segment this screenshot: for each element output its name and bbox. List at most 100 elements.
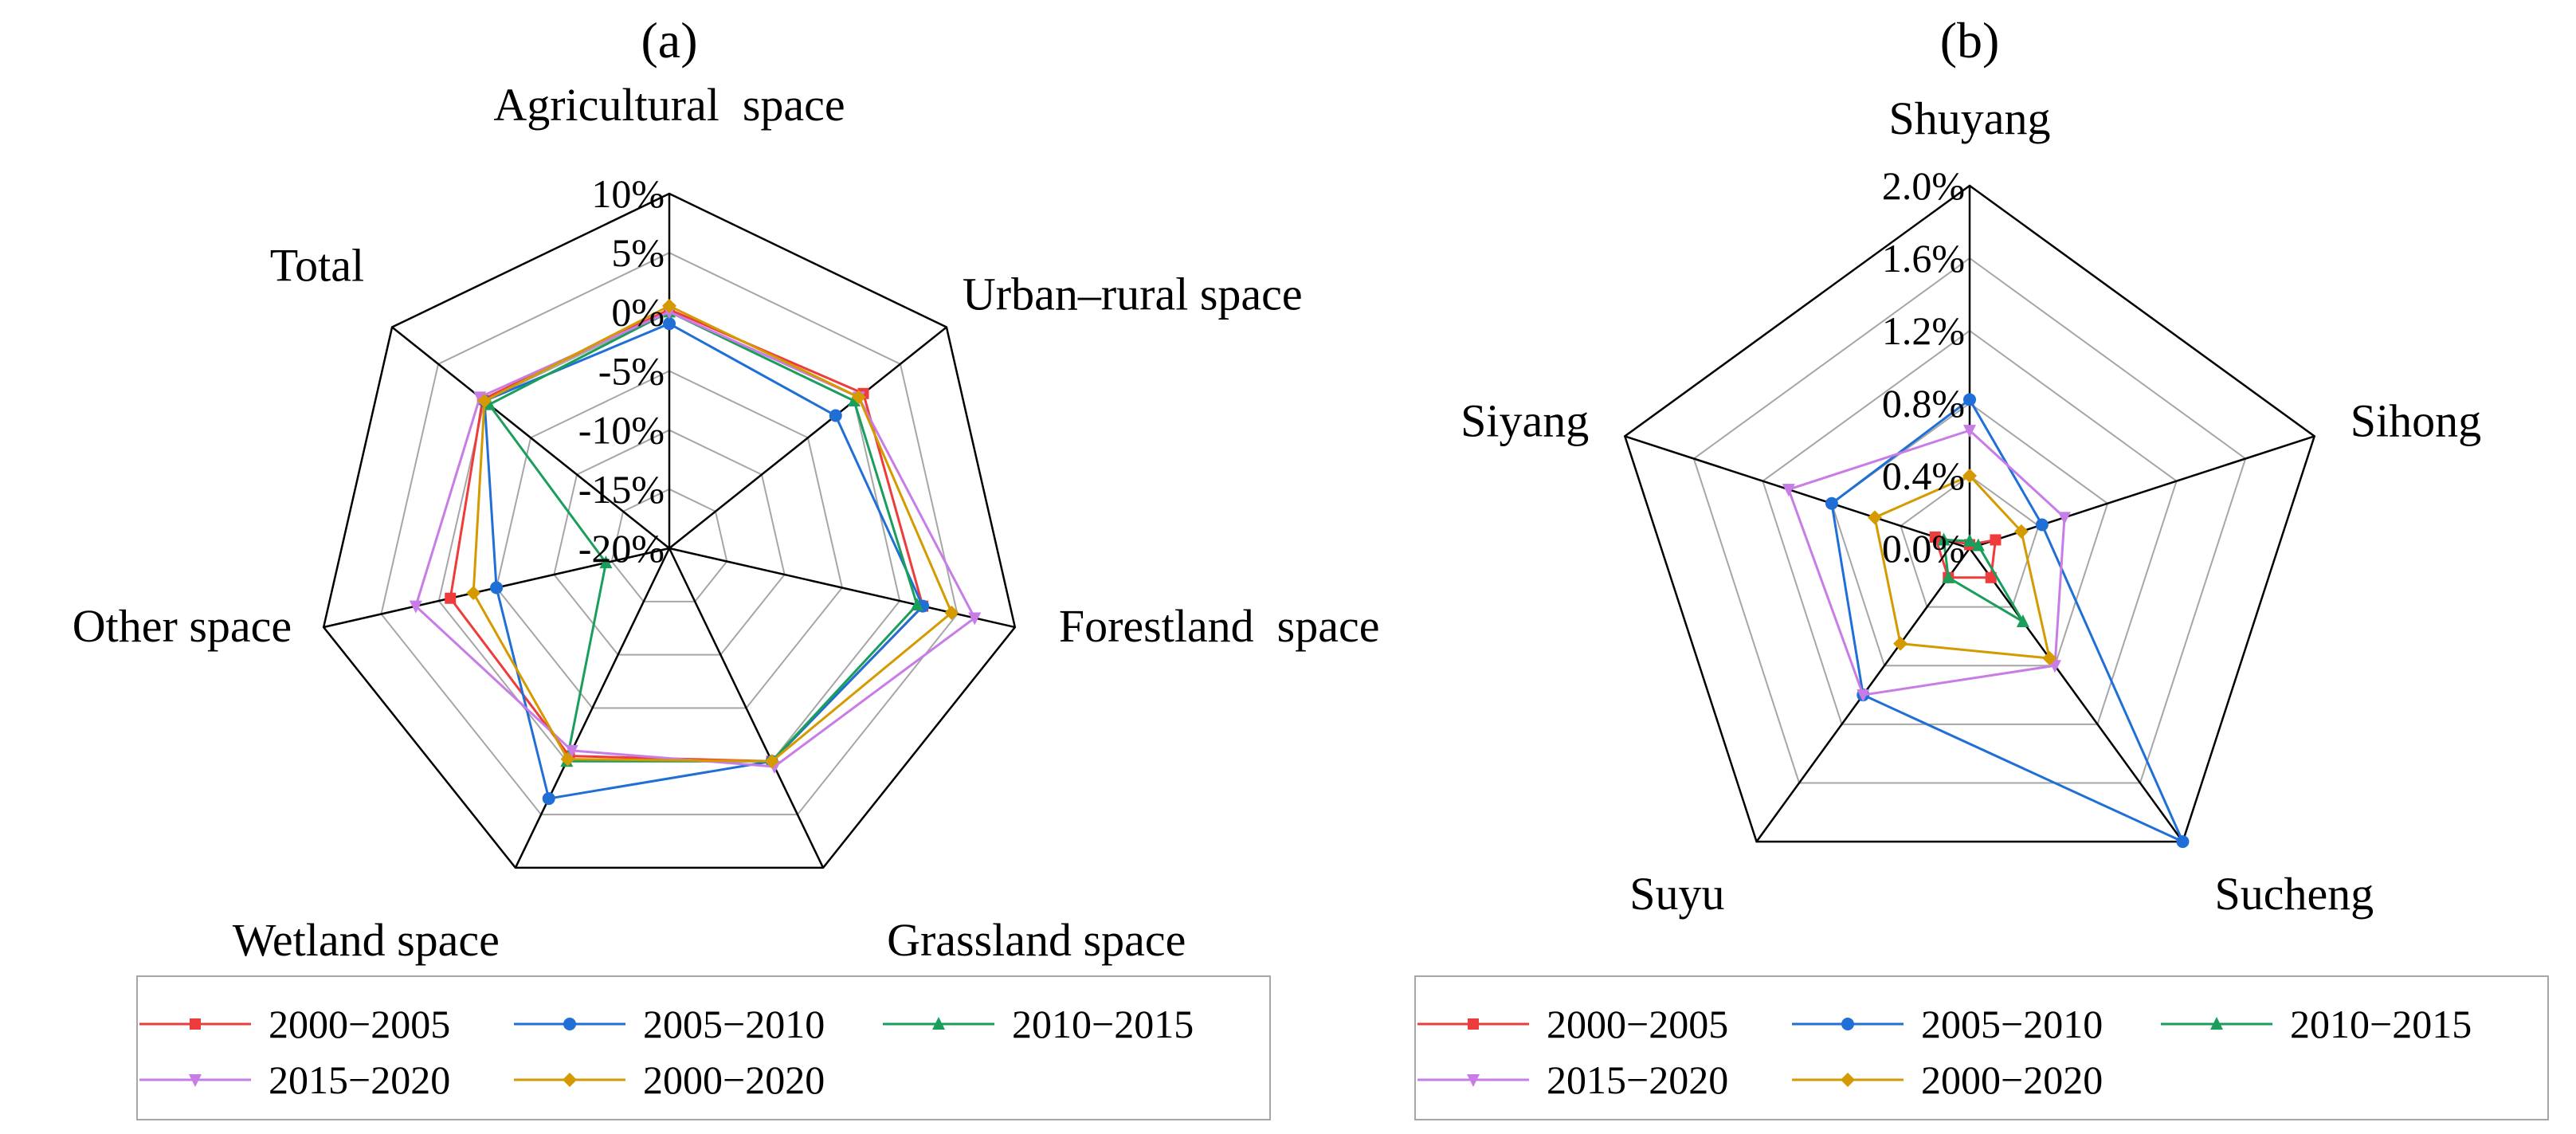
axis-label: Total bbox=[270, 240, 364, 292]
radar-chart-a: (a) -20% -15% -10% -5% 0% 5% 10% Agricultural … bbox=[73, 12, 1380, 1120]
data-point bbox=[1857, 689, 1870, 703]
axis-label: Forestland space bbox=[1059, 600, 1380, 652]
axis-label: Grassland space bbox=[887, 914, 1186, 966]
legend-item: 2015−2020 bbox=[139, 1057, 450, 1102]
tick-label: 1.2% bbox=[1882, 308, 1965, 353]
data-point bbox=[944, 605, 959, 620]
legend-item: 2000−2020 bbox=[514, 1057, 825, 1102]
data-point bbox=[1962, 469, 1977, 483]
series-3 bbox=[482, 304, 923, 767]
axis-spoke bbox=[1969, 435, 2315, 550]
data-point bbox=[1990, 534, 2002, 546]
legend-box bbox=[1414, 975, 2549, 1120]
series-a bbox=[409, 298, 982, 806]
series-4 bbox=[409, 306, 982, 774]
grid-ring bbox=[1900, 474, 2040, 608]
legend-item: 2000−2005 bbox=[139, 1002, 450, 1046]
data-point bbox=[1893, 636, 1908, 651]
grid-ring bbox=[553, 429, 786, 656]
legend-item: 2015−2020 bbox=[1417, 1057, 1728, 1102]
data-point bbox=[445, 592, 457, 604]
axis-spoke bbox=[514, 547, 671, 869]
radar-chart-b: (b) 0.0% 0.4% 0.8% 1.2% 1.6% 2.0% Shuyang Siho… bbox=[1414, 12, 2549, 1120]
tick-label: 0% bbox=[611, 289, 665, 334]
series-line bbox=[1873, 474, 2051, 660]
data-point bbox=[1963, 425, 1976, 438]
legend-label: 2000−2005 bbox=[269, 1002, 450, 1046]
data-point bbox=[1937, 532, 1951, 546]
legend-a: 2000−2005 2005−2010 2010−2015 2015−2020 2000… bbox=[136, 975, 1271, 1120]
axis-label: Other space bbox=[73, 600, 292, 652]
axis-label: Sucheng bbox=[2214, 868, 2374, 920]
tick-label: 2.0% bbox=[1882, 163, 1965, 208]
tick-label: 0.0% bbox=[1882, 526, 1965, 571]
data-point bbox=[851, 390, 866, 405]
data-point bbox=[1942, 570, 1955, 583]
data-point bbox=[2058, 512, 2072, 525]
tick-label: 0.8% bbox=[1882, 381, 1965, 426]
data-point bbox=[599, 555, 613, 569]
legend-marker bbox=[1468, 1018, 1479, 1030]
data-point bbox=[968, 612, 982, 626]
grid-ring bbox=[1762, 329, 2178, 725]
legend-marker bbox=[563, 1018, 576, 1030]
ticks-b: 0.0% 0.4% 0.8% 1.2% 1.6% 2.0% bbox=[1882, 163, 1965, 571]
data-point bbox=[565, 744, 578, 758]
data-point bbox=[829, 409, 842, 422]
tick-label: 0.4% bbox=[1882, 453, 1965, 498]
axis-label: Shuyang bbox=[1889, 92, 2051, 144]
tick-label: -15% bbox=[578, 467, 665, 512]
series-5 bbox=[466, 298, 959, 769]
data-point bbox=[560, 751, 575, 767]
data-point bbox=[409, 600, 422, 614]
axis-labels-b: Shuyang Sihong Sucheng Suyu Siyang bbox=[1461, 92, 2481, 920]
legend-label: 2000−2005 bbox=[1547, 1002, 1728, 1046]
grid-ring bbox=[380, 252, 959, 816]
ticks-a: -20% -15% -10% -5% 0% 5% 10% bbox=[578, 171, 665, 571]
outer-ring bbox=[1623, 184, 2316, 843]
data-point bbox=[1825, 496, 1838, 510]
legend-marker bbox=[2210, 1017, 2223, 1030]
legend-label: 2000−2020 bbox=[643, 1057, 825, 1102]
data-point bbox=[1782, 484, 1795, 497]
legend-box bbox=[136, 975, 1271, 1120]
legend-label: 2015−2020 bbox=[269, 1057, 450, 1102]
data-point bbox=[1867, 510, 1882, 525]
axis-spoke bbox=[669, 547, 1016, 629]
data-point bbox=[764, 754, 779, 769]
legend-marker bbox=[1841, 1018, 1854, 1030]
data-point bbox=[477, 394, 492, 409]
tick-label: 1.6% bbox=[1882, 236, 1965, 281]
axis-labels-a: Agricultural space Urban–rural space Fores… bbox=[73, 79, 1380, 966]
series-b bbox=[1782, 393, 2190, 849]
tick-label: -5% bbox=[598, 349, 665, 394]
legend-item: 2000−2020 bbox=[1792, 1057, 2103, 1102]
data-point bbox=[663, 317, 676, 331]
axis-label: Suyu bbox=[1629, 868, 1724, 920]
series-5 bbox=[1867, 469, 2057, 666]
data-point bbox=[466, 586, 481, 601]
tick-label: 5% bbox=[611, 230, 665, 275]
panel-label-b: (b) bbox=[1940, 12, 2000, 69]
series-line bbox=[1787, 429, 2066, 696]
legend-marker bbox=[189, 1074, 202, 1087]
axis-spoke bbox=[669, 326, 947, 549]
data-point bbox=[2176, 835, 2190, 849]
legend-b: 2000−2005 2005−2010 2010−2015 2015−2020 2000… bbox=[1414, 975, 2549, 1120]
legend-label: 2005−2010 bbox=[643, 1002, 825, 1046]
legend-marker bbox=[1467, 1074, 1480, 1087]
data-point bbox=[1929, 531, 1941, 543]
outer-ring bbox=[322, 192, 1017, 869]
data-point bbox=[1985, 571, 1997, 583]
data-point bbox=[473, 391, 487, 405]
data-point bbox=[2013, 524, 2029, 539]
axis-label: Wetland space bbox=[233, 914, 500, 966]
axis-spoke bbox=[1968, 547, 2184, 842]
axis-label: Agricultural space bbox=[493, 79, 845, 131]
data-point bbox=[490, 581, 504, 594]
data-point bbox=[2016, 614, 2029, 628]
series-line bbox=[1830, 398, 2184, 843]
legend-label: 2015−2020 bbox=[1547, 1057, 1728, 1102]
series-line bbox=[414, 310, 976, 768]
